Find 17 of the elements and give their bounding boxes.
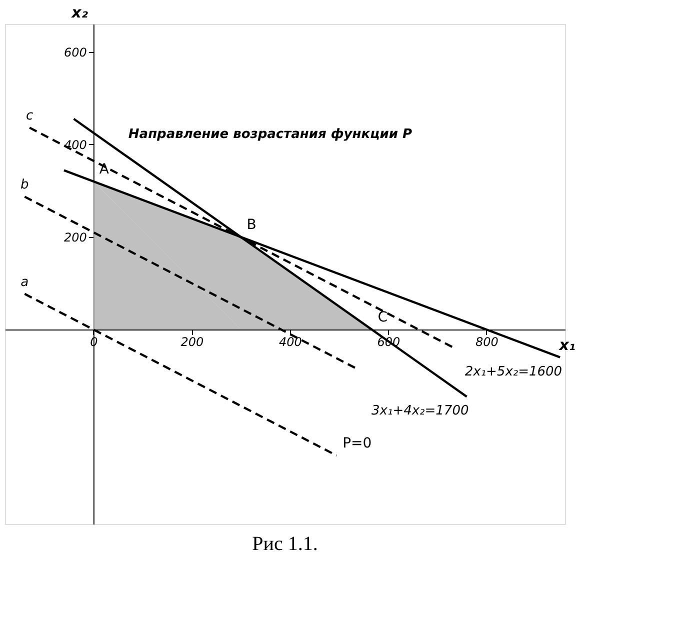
text: Рис 1.1.	[252, 533, 318, 555]
series-label: c	[26, 108, 34, 124]
y-tick-label: 200	[64, 230, 88, 244]
x-tick-label: 200	[180, 335, 204, 350]
series-label: 3x₁+4x₂=1700	[372, 404, 469, 419]
annotation: B	[246, 216, 256, 233]
x-tick-label: 400	[278, 335, 302, 350]
series-label: 2x₁+5x₂=1600	[464, 364, 562, 380]
y-tick-label: 600	[64, 45, 88, 60]
y-axis-title: x₂	[70, 4, 88, 22]
series-label: b	[20, 178, 29, 193]
annotation: C	[378, 310, 388, 326]
annotation: P=0	[342, 435, 372, 452]
series-label: a	[20, 274, 29, 290]
annotation: Направление возрастания функции P	[128, 127, 412, 142]
x-tick-label: 800	[475, 335, 499, 350]
x-axis-title: x₁	[558, 336, 576, 354]
